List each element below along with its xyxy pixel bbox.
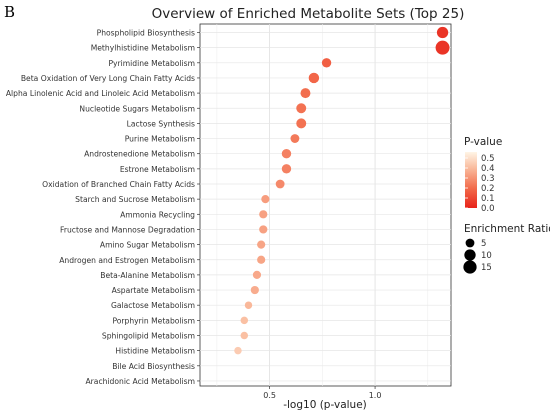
ratio-legend-label: 10	[481, 251, 492, 261]
chart-title: Overview of Enriched Metabolite Sets (To…	[152, 6, 465, 22]
ratio-legend-keys: 5 10 15	[463, 238, 492, 274]
y-tick-label: Fructose and Mannose Degradation	[60, 225, 195, 234]
ratio-legend-dot	[465, 238, 475, 248]
colorbar-tick-label: 0.4	[481, 164, 495, 174]
y-tick-label: Bile Acid Biosynthesis	[112, 362, 195, 371]
colorbar-tick-label: 0.1	[481, 194, 495, 204]
x-tick-label: 1.0	[369, 391, 382, 400]
y-tick-label: Lactose Synthesis	[127, 119, 195, 128]
data-point	[290, 134, 300, 143]
data-point	[321, 58, 332, 68]
ratio-legend-label: 15	[481, 263, 492, 273]
data-point	[281, 148, 292, 159]
y-tick-label: Oxidation of Branched Chain Fatty Acids	[42, 180, 195, 189]
data-point	[259, 210, 268, 219]
colorbar-tick-label: 0.2	[481, 184, 495, 194]
data-point	[435, 40, 450, 55]
ratio-legend-dot	[463, 260, 477, 274]
data-point	[234, 346, 242, 355]
y-tick-label: Sphingolipid Metabolism	[102, 332, 195, 341]
data-point	[308, 72, 320, 84]
data-point	[257, 255, 266, 264]
pvalue-legend-title: P-value	[464, 136, 502, 148]
plot-panel	[199, 23, 452, 387]
data-point	[257, 240, 266, 249]
ratio-legend-label: 5	[481, 239, 486, 249]
data-point	[281, 164, 292, 174]
y-tick-label: Purine Metabolism	[125, 135, 195, 144]
x-axis-title: -log10 (p-value)	[283, 399, 367, 411]
y-tick-label: Ammonia Recycling	[120, 210, 195, 219]
ratio-legend-title: Enrichment Ratio	[464, 223, 550, 235]
pvalue-colorbar	[465, 152, 477, 208]
data-point	[244, 301, 253, 309]
y-tick-label: Galactose Metabolism	[111, 301, 195, 310]
y-tick-label: Pyrimidine Metabolism	[108, 59, 195, 68]
data-point	[261, 195, 270, 204]
data-points	[234, 26, 450, 355]
data-point	[252, 270, 262, 279]
colorbar-tick-label: 0.5	[481, 154, 495, 164]
gridlines	[200, 24, 451, 386]
ratio-legend-dot	[464, 249, 476, 261]
y-tick-label: Phospholipid Biosynthesis	[97, 29, 195, 38]
y-axis-labels: Phospholipid Biosynthesis Methylhistidine…	[6, 29, 195, 386]
y-tick-label: Starch and Sucrose Metabolism	[75, 195, 195, 204]
data-point	[296, 103, 307, 114]
y-tick-label: Arachidonic Acid Metabolism	[85, 377, 195, 386]
y-tick-label: Beta-Alanine Metabolism	[100, 271, 195, 280]
x-axis-ticks: 0.5 1.0	[263, 386, 381, 400]
enrichment-ratio-legend: Enrichment Ratio 5 10 15	[463, 223, 550, 274]
y-tick-label: Beta Oxidation of Very Long Chain Fatty …	[21, 74, 195, 83]
pvalue-legend-ticks: 0.50.40.30.20.10.0	[465, 154, 495, 214]
y-tick-label: Histidine Metabolism	[115, 347, 195, 356]
y-tick-label: Methylhistidine Metabolism	[91, 44, 195, 53]
data-point	[296, 118, 307, 129]
y-tick-label: Amino Sugar Metabolism	[100, 241, 195, 250]
y-tick-label: Alpha Linolenic Acid and Linoleic Acid M…	[6, 89, 195, 98]
y-tick-label: Androstenedione Metabolism	[84, 150, 195, 159]
y-tick-label: Androgen and Estrogen Metabolism	[59, 256, 195, 265]
data-point	[436, 26, 449, 39]
data-point	[300, 88, 311, 99]
y-tick-label: Aspartate Metabolism	[112, 286, 195, 295]
data-point	[275, 179, 285, 189]
panel-label: B	[4, 3, 15, 21]
pvalue-legend: P-value 0.50.40.30.20.10.0	[464, 136, 502, 214]
data-point	[250, 285, 259, 295]
colorbar-tick-label: 0.0	[481, 204, 495, 214]
data-point	[259, 225, 268, 234]
data-point	[240, 316, 249, 325]
y-axis-ticks	[197, 32, 200, 382]
y-tick-label: Estrone Metabolism	[120, 165, 195, 174]
y-tick-label: Porphyrin Metabolism	[112, 316, 195, 325]
data-point	[240, 331, 249, 340]
y-tick-label: Nucleotide Sugars Metabolism	[79, 104, 195, 113]
colorbar-tick-label: 0.3	[481, 174, 495, 184]
x-tick-label: 0.5	[263, 391, 276, 400]
